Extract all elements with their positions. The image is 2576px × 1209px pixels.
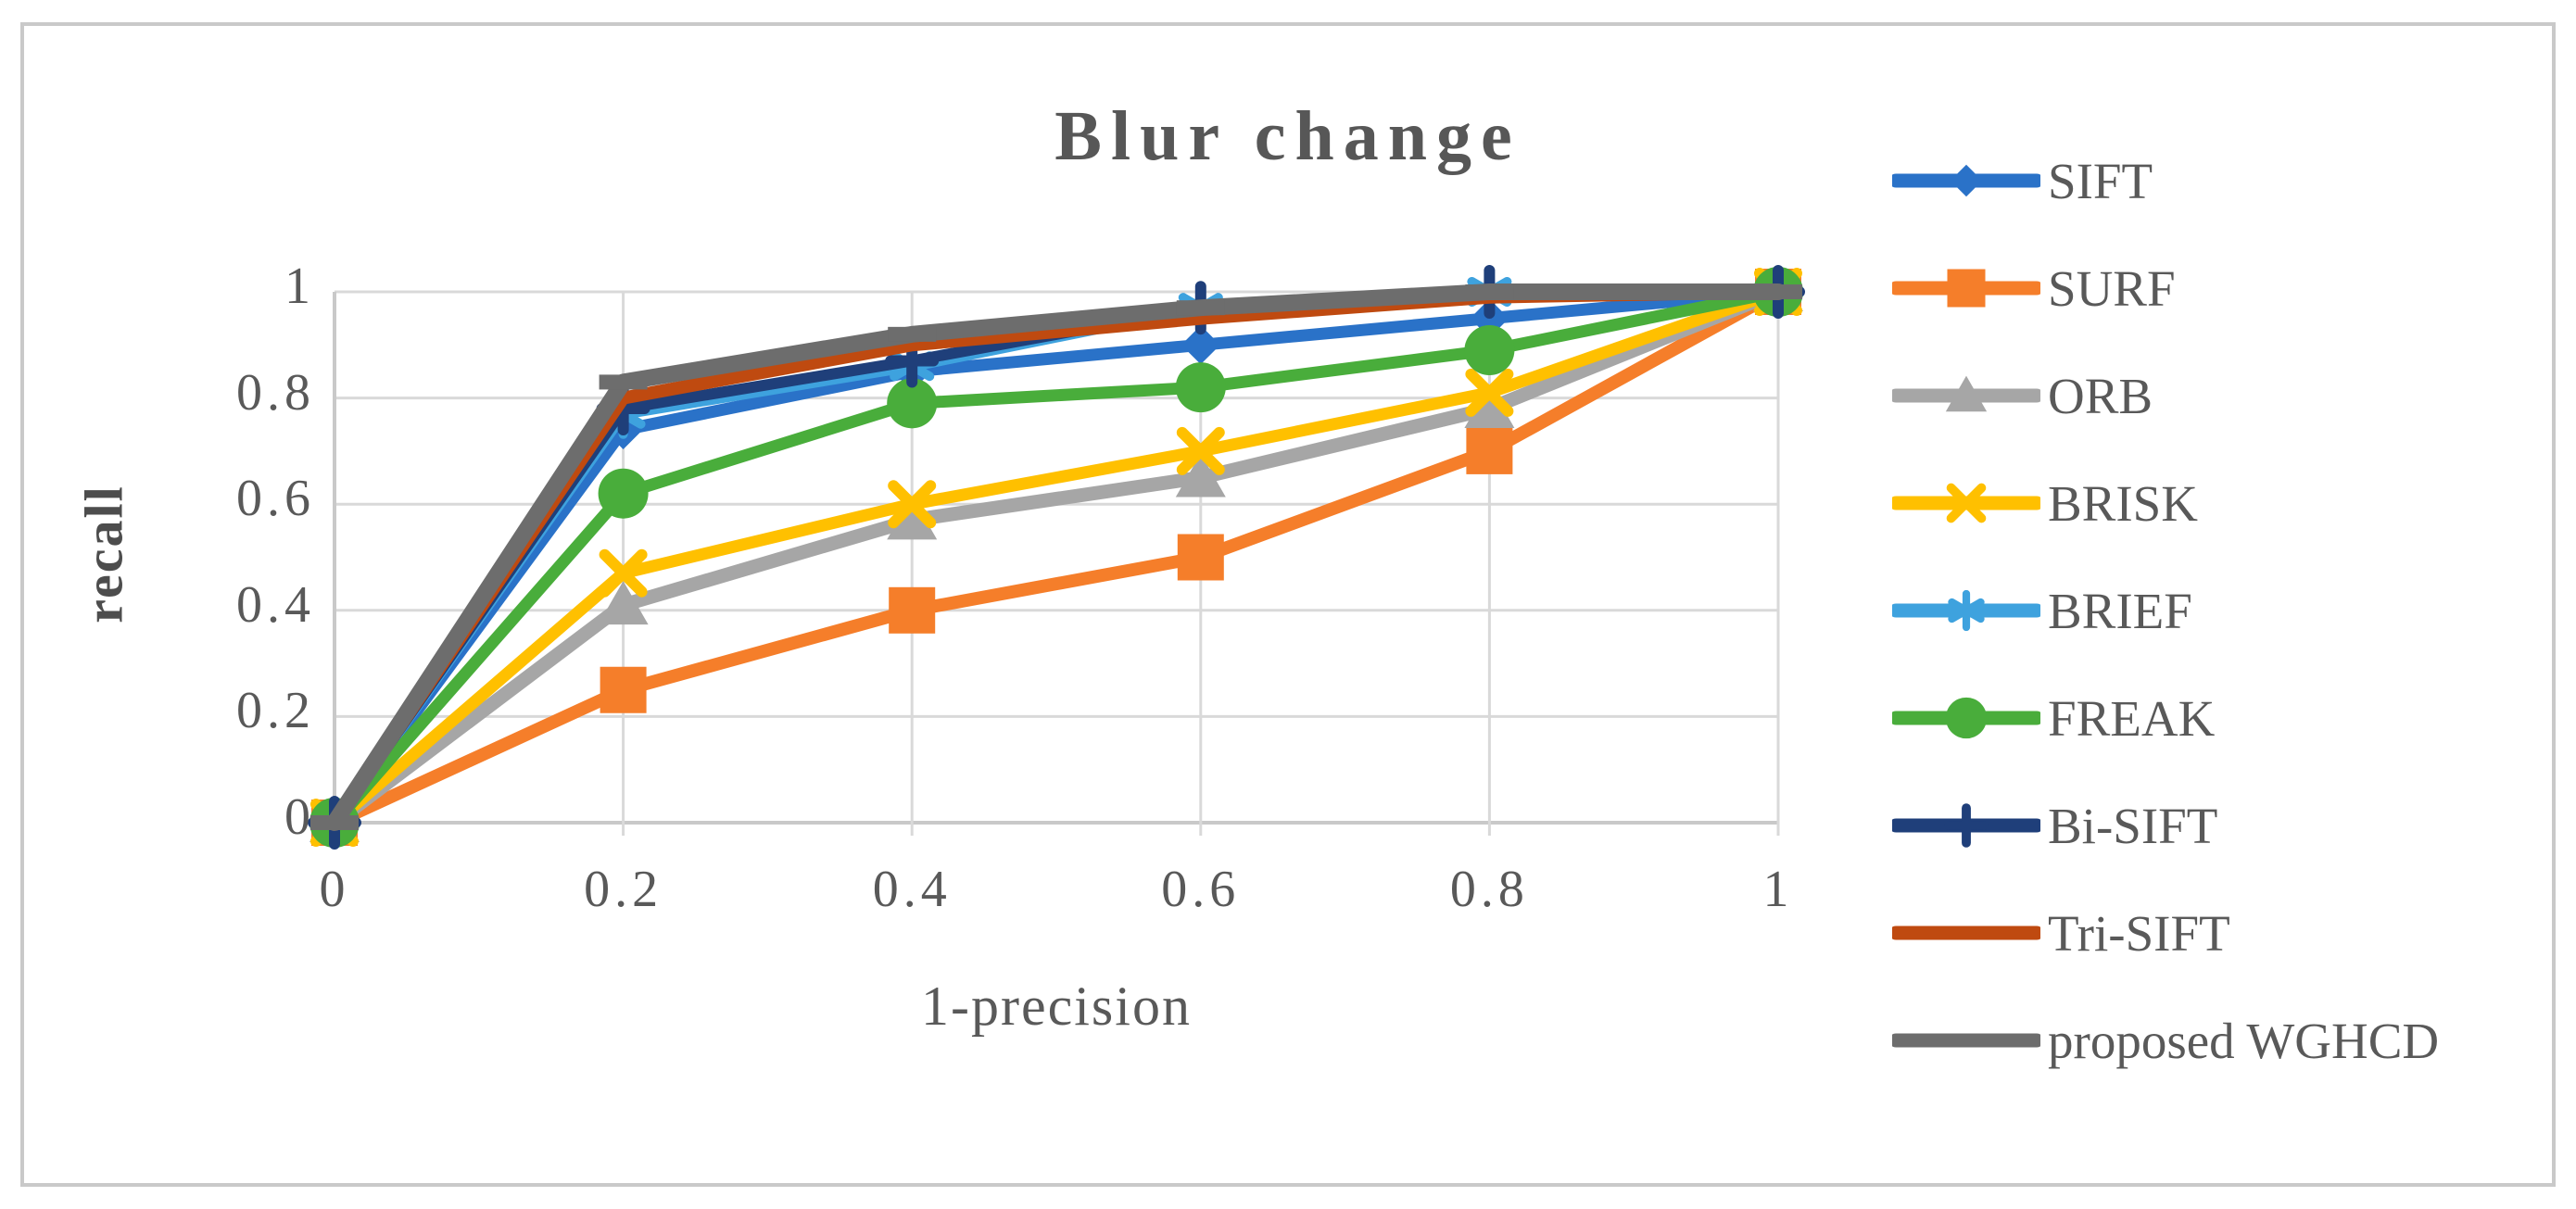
marker-circle <box>598 468 649 519</box>
legend-swatch <box>1892 269 2040 308</box>
legend-label: BRISK <box>2048 474 2198 532</box>
legend-item-bi-sift: Bi-SIFT <box>1892 788 2217 863</box>
marker-dash <box>1465 284 1514 299</box>
x-tick-label: 0.2 <box>584 861 663 918</box>
legend-item-tri-sift: Tri-SIFT <box>1892 896 2230 970</box>
legend-swatch <box>1892 483 2040 523</box>
marker-asterisk <box>1948 589 1985 632</box>
legend-swatch <box>1892 1033 2040 1048</box>
marker-circle <box>1464 325 1515 376</box>
marker-triangle <box>887 496 938 540</box>
marker-triangle <box>1945 375 1988 412</box>
marker-square <box>600 666 647 713</box>
legend-label: SIFT <box>2048 152 2153 209</box>
legend-item-brief: BRIEF <box>1892 573 2192 648</box>
x-tick-label: 1 <box>1762 861 1794 918</box>
y-tick-label: 0 <box>284 788 315 846</box>
marker-diamond <box>1181 325 1220 365</box>
legend-label: proposed WGHCD <box>2048 1012 2440 1069</box>
legend-label: ORB <box>2048 367 2153 424</box>
figure-border <box>20 22 2556 1187</box>
marker-triangle <box>1175 453 1226 497</box>
y-tick-label: 0.2 <box>236 682 315 740</box>
series-line <box>327 284 1786 830</box>
legend-swatch <box>1892 697 2040 739</box>
marker-dash <box>599 374 648 390</box>
marker-triangle <box>598 581 649 625</box>
x-tick-label: 0.8 <box>1449 861 1529 918</box>
legend-swatch <box>1892 803 2040 848</box>
legend-swatch <box>1892 926 2040 940</box>
series-line <box>328 285 1785 829</box>
marker-square <box>1947 269 1986 308</box>
marker-triangle <box>1464 384 1515 429</box>
legend-label: FREAK <box>2048 689 2216 747</box>
legend-swatch <box>1892 164 2040 197</box>
legend-swatch <box>1892 589 2040 632</box>
marker-dash <box>310 815 359 830</box>
chart-title: Blur change <box>1054 97 1522 175</box>
y-tick-label: 0.4 <box>236 575 315 634</box>
marker-square <box>889 586 936 634</box>
legend-label: SURF <box>2048 259 2176 317</box>
y-tick-label: 0.6 <box>236 470 315 528</box>
legend-item-sift: SIFT <box>1892 144 2153 218</box>
legend-item-surf: SURF <box>1892 251 2176 325</box>
legend-item-proposed-wghcd: proposed WGHCD <box>1892 1003 2439 1077</box>
marker-circle <box>887 378 938 429</box>
series-line <box>328 285 1785 829</box>
marker-x <box>1176 426 1225 475</box>
marker-square <box>1466 427 1513 474</box>
marker-dash <box>1754 284 1802 299</box>
y-axis-title: recall <box>73 485 134 623</box>
series-line <box>328 285 1785 829</box>
series-proposed-wghcd <box>310 283 1802 831</box>
legend-label: Tri-SIFT <box>2048 904 2230 962</box>
marker-dash <box>1176 300 1225 316</box>
series-line <box>326 283 1787 831</box>
x-axis-title: 1-precision <box>921 976 1192 1037</box>
marker-dash <box>888 326 937 342</box>
series-line <box>328 285 1785 829</box>
x-tick-label: 0 <box>319 861 350 918</box>
x-tick-label: 0.6 <box>1161 861 1241 918</box>
x-tick-label: 0.4 <box>872 861 952 918</box>
legend-label: BRIEF <box>2048 582 2192 639</box>
marker-plus <box>1944 803 1989 848</box>
legend-item-orb: ORB <box>1892 359 2153 433</box>
marker-x <box>1465 368 1514 417</box>
marker-square <box>1177 534 1224 581</box>
y-tick-label: 1 <box>284 258 315 315</box>
marker-circle <box>1945 697 1988 739</box>
legend-item-freak: FREAK <box>1892 681 2215 755</box>
marker-x <box>1946 483 1987 523</box>
marker-x <box>599 548 648 598</box>
y-tick-label: 0.8 <box>236 363 315 422</box>
legend-item-brisk: BRISK <box>1892 466 2198 540</box>
marker-x <box>888 480 937 529</box>
legend-label: Bi-SIFT <box>2048 797 2218 854</box>
marker-diamond <box>1950 164 1983 197</box>
marker-circle <box>1175 362 1226 413</box>
legend-swatch <box>1892 375 2040 412</box>
